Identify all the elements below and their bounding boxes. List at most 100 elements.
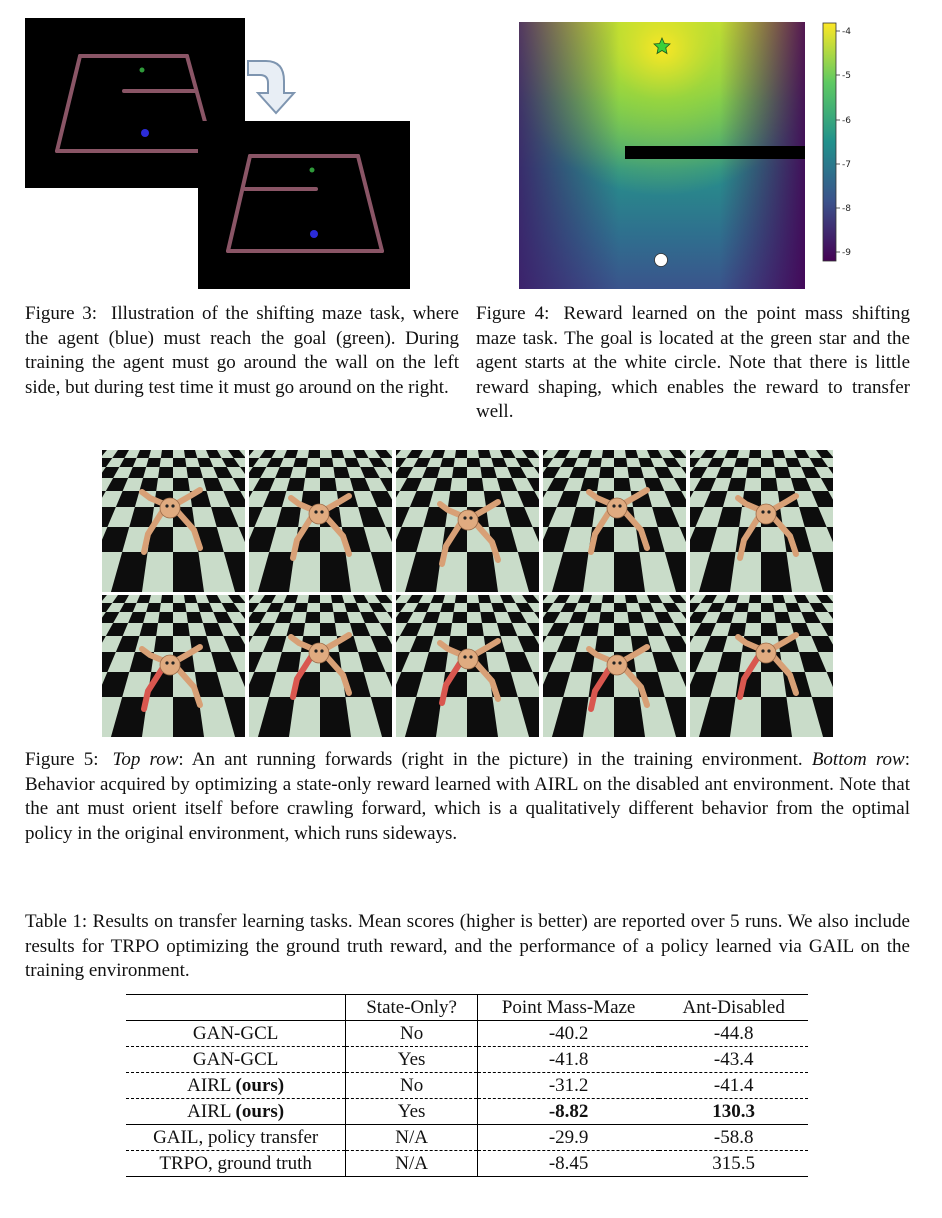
method-cell-text: GAIL, policy transfer <box>153 1126 319 1148</box>
point-mass-cell-text: -40.2 <box>548 1022 589 1044</box>
method-cell: GAIL, policy transfer <box>126 1124 346 1151</box>
state-only-cell: N/A <box>345 1124 478 1151</box>
state-only-cell-text: Yes <box>397 1100 426 1122</box>
ant-disabled-cell: 130.3 <box>659 1098 808 1125</box>
ant-frames-grid <box>102 450 834 737</box>
state-only-cell-text: N/A <box>395 1126 428 1148</box>
method-cell-text: AIRL <box>187 1074 236 1096</box>
figure4-caption: Figure 4: Reward learned on the point mas… <box>476 302 910 425</box>
method-cell: GAN-GCL <box>126 1046 346 1073</box>
point-mass-cell: -29.9 <box>476 1124 660 1151</box>
state-only-cell-text: No <box>399 1074 424 1096</box>
ant-disabled-cell: -43.4 <box>659 1046 808 1073</box>
figure5-caption: Figure 5: Top row: An ant running forward… <box>25 748 910 846</box>
figure5-top-text: : An ant running forwards (right in the … <box>178 749 803 770</box>
reward-heatmap <box>519 22 805 289</box>
point-mass-cell: -31.2 <box>476 1072 660 1099</box>
point-mass-cell-text: -41.8 <box>548 1048 589 1070</box>
figure5-bottom-label: Bottom row <box>811 749 905 770</box>
ant-frame-bottom-row <box>249 595 392 737</box>
ant-frame-top-row <box>249 450 392 592</box>
ant-frame-bottom-row <box>396 595 539 737</box>
ant-frame-bottom-row <box>690 595 833 737</box>
method-cell-text: AIRL <box>187 1100 236 1122</box>
point-mass-cell: -40.2 <box>476 1020 660 1047</box>
table-header-state-only: State-Only? <box>345 994 478 1021</box>
method-cell: AIRL (ours) <box>126 1072 346 1099</box>
curved-arrow-icon <box>244 55 308 119</box>
colorbar-tick-label: -7 <box>842 160 851 170</box>
point-mass-cell-text: -8.45 <box>548 1152 589 1174</box>
ant-disabled-cell: 315.5 <box>659 1150 808 1177</box>
figure5-bottom-text: : Behavior acquired by optimizing a stat… <box>25 749 911 844</box>
figure5-label: Figure 5: <box>25 749 99 770</box>
maze-train-image <box>25 18 245 188</box>
method-cell-text: GAN-GCL <box>192 1022 279 1044</box>
method-cell-text: GAN-GCL <box>192 1048 279 1070</box>
colorbar-tick-label: -6 <box>842 116 851 126</box>
colorbar-tick-label: -9 <box>842 248 851 258</box>
colorbar-tick-label: -5 <box>842 71 851 81</box>
point-mass-cell: -8.45 <box>476 1150 660 1177</box>
ant-disabled-cell: -41.4 <box>659 1072 808 1099</box>
table1-caption: Table 1: Results on transfer learning ta… <box>25 911 910 981</box>
results-table: State-Only? Point Mass-Maze Ant-Disabled… <box>126 994 808 1177</box>
figure5-top-label: Top row <box>112 749 179 770</box>
method-cell: TRPO, ground truth <box>126 1150 346 1177</box>
ant-frame-top-row <box>102 450 245 592</box>
ours-label: (ours) <box>235 1074 285 1096</box>
ant-frame-top-row <box>543 450 686 592</box>
table-header-method <box>126 994 346 1021</box>
point-mass-cell: -41.8 <box>476 1046 660 1073</box>
table-row: GAIL, policy transfer N/A -29.9 -58.8 <box>126 1124 808 1151</box>
figure4-label: Figure 4: <box>476 303 550 324</box>
figure3-caption: Figure 3: Illustration of the shifting ma… <box>25 302 459 400</box>
ant-frame-top-row <box>690 450 833 592</box>
ant-disabled-cell-text: -41.4 <box>713 1074 754 1096</box>
table-header-row: State-Only? Point Mass-Maze Ant-Disabled <box>126 994 808 1021</box>
state-only-cell: N/A <box>345 1150 478 1177</box>
colorbar-tick-label: -8 <box>842 204 851 214</box>
colorbar: -4 -5 -6 -7 -8 -9 <box>822 22 882 264</box>
state-only-cell: No <box>345 1072 478 1099</box>
figure4-text: Reward learned on the point mass shiftin… <box>476 303 910 422</box>
point-mass-cell-text: -8.82 <box>548 1100 589 1122</box>
ant-frame-bottom-row <box>543 595 686 737</box>
state-only-cell: Yes <box>345 1046 478 1073</box>
state-only-cell-text: Yes <box>397 1048 426 1070</box>
figure3-text: Illustration of the shifting maze task, … <box>25 303 459 398</box>
state-only-cell: No <box>345 1020 478 1047</box>
ant-disabled-cell-text: 130.3 <box>712 1100 756 1122</box>
method-cell-text: TRPO, ground truth <box>159 1152 312 1174</box>
ant-disabled-cell-text: -58.8 <box>713 1126 754 1148</box>
ant-frame-top-row <box>396 450 539 592</box>
ant-disabled-cell-text: -43.4 <box>713 1048 754 1070</box>
table-row: TRPO, ground truth N/A -8.45 315.5 <box>126 1150 808 1177</box>
point-mass-cell: -8.82 <box>476 1098 660 1125</box>
maze-wall <box>625 146 805 159</box>
colorbar-tick-label: -4 <box>842 27 851 37</box>
state-only-cell: Yes <box>345 1098 478 1125</box>
point-mass-cell-text: -29.9 <box>548 1126 589 1148</box>
table-row: GAN-GCL No -40.2 -44.8 <box>126 1020 808 1047</box>
figure3-label: Figure 3: <box>25 303 97 324</box>
method-cell: GAN-GCL <box>126 1020 346 1047</box>
table-row: AIRL (ours) No -31.2 -41.4 <box>126 1072 808 1099</box>
table-row: AIRL (ours) Yes -8.82 130.3 <box>126 1098 808 1125</box>
ant-disabled-cell-text: 315.5 <box>712 1152 756 1174</box>
point-mass-cell-text: -31.2 <box>548 1074 589 1096</box>
goal-star-icon <box>653 36 671 55</box>
ant-disabled-cell-text: -44.8 <box>713 1022 754 1044</box>
state-only-cell-text: N/A <box>395 1152 428 1174</box>
maze-test-image <box>198 121 410 289</box>
method-cell: AIRL (ours) <box>126 1098 346 1125</box>
state-only-cell-text: No <box>399 1022 424 1044</box>
ant-disabled-cell: -58.8 <box>659 1124 808 1151</box>
ours-label: (ours) <box>235 1100 285 1122</box>
table-header-point-mass: Point Mass-Maze <box>476 994 660 1021</box>
start-circle-icon <box>654 253 668 267</box>
table-header-ant-disabled: Ant-Disabled <box>659 994 808 1021</box>
ant-frame-bottom-row <box>102 595 245 737</box>
table-row: GAN-GCL Yes -41.8 -43.4 <box>126 1046 808 1073</box>
ant-disabled-cell: -44.8 <box>659 1020 808 1047</box>
